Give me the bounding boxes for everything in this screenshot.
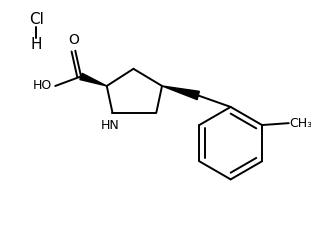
Text: CH₃: CH₃ [290,117,311,130]
Text: O: O [68,33,79,47]
Polygon shape [80,73,107,86]
Polygon shape [162,86,199,100]
Text: Cl: Cl [29,12,44,27]
Text: H: H [30,38,42,52]
Text: HO: HO [32,79,52,92]
Text: HN: HN [101,118,120,132]
